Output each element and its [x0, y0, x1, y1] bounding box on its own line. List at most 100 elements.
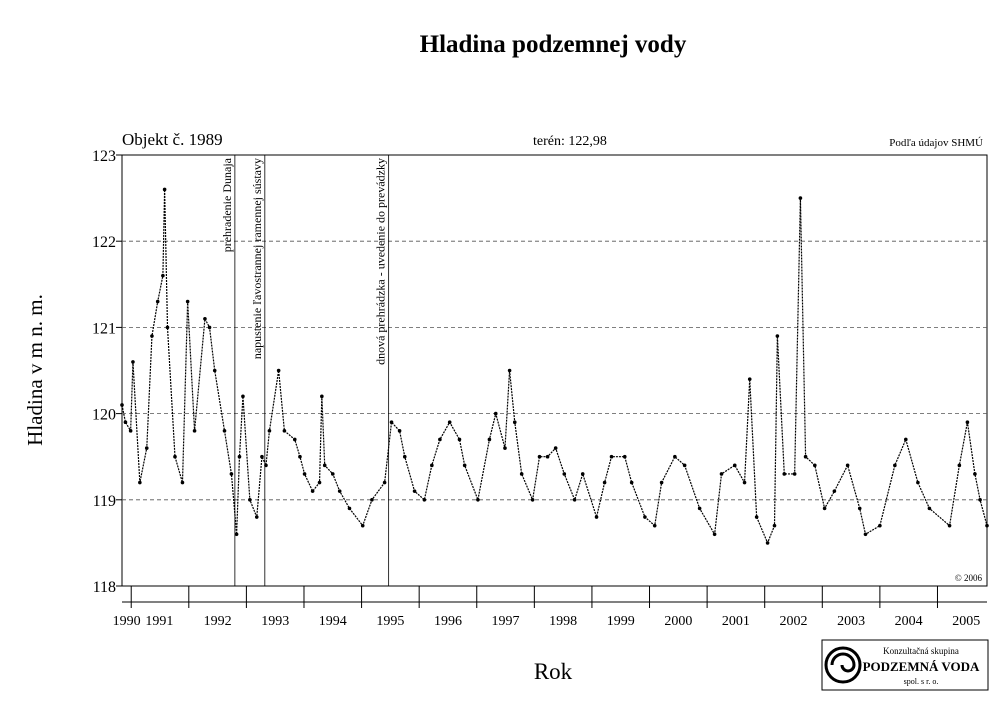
data-point	[878, 523, 882, 528]
data-point	[537, 454, 542, 459]
y-tick-label: 122	[92, 234, 116, 251]
x-axis-title: Rok	[534, 659, 573, 684]
data-point	[150, 334, 154, 338]
data-point	[173, 454, 177, 459]
data-point	[310, 489, 315, 493]
logo-icon	[830, 652, 856, 673]
data-point	[765, 541, 770, 545]
data-point	[241, 394, 245, 399]
data-point	[742, 480, 747, 485]
data-point	[382, 480, 387, 485]
data-point	[530, 498, 535, 502]
data-point	[973, 472, 977, 476]
y-tick-label: 121	[92, 320, 116, 337]
y-tick-label: 118	[93, 579, 116, 596]
data-point	[260, 454, 264, 459]
data-point	[123, 420, 128, 425]
data-point	[330, 472, 335, 476]
data-point	[512, 420, 517, 425]
x-tick-label: 2000	[664, 614, 692, 629]
data-point	[161, 273, 165, 278]
data-point	[155, 299, 160, 304]
x-tick-label: 1991	[145, 614, 173, 629]
data-point	[267, 429, 272, 433]
data-point	[234, 532, 239, 537]
data-point	[978, 498, 982, 502]
data-point	[462, 463, 467, 468]
x-tick-label: 2001	[722, 614, 750, 629]
data-point	[732, 463, 737, 468]
data-point	[317, 480, 322, 485]
data-point	[772, 523, 777, 528]
data-point	[192, 429, 197, 433]
x-tick-label: 2005	[952, 614, 980, 629]
data-point	[389, 420, 394, 425]
data-point	[507, 368, 512, 373]
data-point	[697, 506, 702, 511]
x-tick-label: 1990	[113, 614, 141, 629]
x-tick-label: 1996	[434, 614, 462, 629]
data-point	[985, 523, 989, 528]
data-point	[397, 429, 402, 433]
data-point	[298, 454, 302, 459]
x-tick-label: 1995	[376, 614, 404, 629]
x-tick-label: 2002	[779, 614, 807, 629]
data-point	[430, 463, 434, 468]
data-point	[493, 411, 498, 416]
chart-title: Hladina podzemnej vody	[420, 31, 687, 58]
data-point	[248, 498, 252, 502]
data-point	[927, 506, 932, 511]
data-point	[276, 368, 281, 373]
data-point	[545, 454, 550, 459]
data-point	[863, 532, 868, 537]
data-point	[813, 463, 817, 468]
x-tick-label: 1999	[607, 614, 635, 629]
annotation-text: prehradenie Dunaja	[220, 157, 234, 252]
data-point	[264, 463, 268, 468]
y-axis-title: Hladina v m n. m.	[23, 294, 47, 446]
data-point	[165, 325, 170, 330]
data-point	[503, 446, 507, 450]
data-point	[322, 463, 327, 468]
annotation-text: dnová prehrádzka - uvedenie do prevádzky	[374, 158, 388, 365]
data-point	[832, 489, 837, 493]
data-point	[602, 480, 607, 485]
logo-text: PODZEMNÁ VODA	[863, 659, 980, 674]
x-tick-label: 2004	[895, 614, 923, 629]
data-point	[562, 472, 567, 476]
data-point	[212, 368, 217, 373]
data-point	[893, 463, 897, 468]
data-point	[747, 377, 752, 381]
logo-text: spol. s r. o.	[904, 677, 939, 686]
data-point	[347, 506, 352, 511]
data-point	[457, 437, 462, 442]
x-tick-label: 1994	[319, 614, 347, 629]
data-point	[144, 446, 149, 450]
data-point	[222, 429, 227, 433]
data-point	[712, 532, 717, 537]
data-point	[229, 472, 234, 476]
annotation-text: napustenie ľavostrannej ramennej sústavy	[250, 158, 264, 359]
data-point	[775, 334, 780, 338]
data-point	[682, 463, 687, 468]
data-point	[254, 515, 259, 519]
data-point	[120, 403, 124, 407]
data-point	[609, 454, 614, 459]
copyright: © 2006	[955, 573, 983, 583]
data-point	[447, 420, 452, 425]
x-tick-label: 1993	[261, 614, 289, 629]
logo: Konzultačná skupina PODZEMNÁ VODA spol. …	[821, 639, 989, 691]
plot-frame	[121, 154, 988, 587]
data-point	[792, 472, 797, 476]
data-point	[282, 429, 287, 433]
data-point	[292, 437, 297, 442]
data-point	[422, 498, 427, 502]
data-point	[572, 498, 577, 502]
data-point	[629, 480, 634, 485]
data-point	[412, 489, 417, 493]
terrain-label: terén: 122,98	[533, 134, 607, 149]
data-point	[803, 454, 808, 459]
data-point	[594, 515, 599, 519]
data-point	[320, 394, 324, 399]
data-point	[402, 454, 407, 459]
